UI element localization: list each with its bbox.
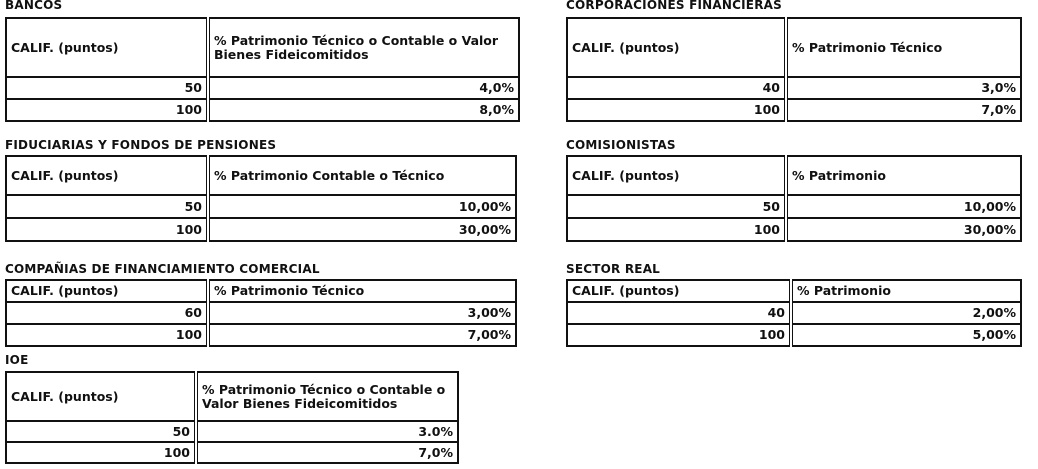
calif-cell: 40 xyxy=(566,301,793,325)
calif-cell: 100 xyxy=(566,217,788,242)
percentage-cell: 8,0% xyxy=(207,98,520,122)
table-row: 100 30,00% xyxy=(566,217,1022,242)
calif-cell: 50 xyxy=(566,194,788,219)
header-percentage: % Patrimonio Técnico o Contable o Valor … xyxy=(195,371,459,422)
rating-table: CALIF. (puntos)% Patrimonio Contable o T… xyxy=(5,155,517,242)
header-row: CALIF. (puntos)% Patrimonio xyxy=(566,279,1022,303)
header-calif: CALIF. (puntos) xyxy=(566,155,788,196)
table-title: FIDUCIARIAS Y FONDOS DE PENSIONES xyxy=(5,138,277,152)
header-row: CALIF. (puntos)% Patrimonio Técnico o Co… xyxy=(5,371,459,422)
rating-table: CALIF. (puntos)% Patrimonio Técnico o Co… xyxy=(5,371,459,464)
calif-cell: 100 xyxy=(5,98,210,122)
table-row: 50 10,00% xyxy=(566,194,1022,219)
percentage-cell: 30,00% xyxy=(207,217,517,242)
header-percentage: % Patrimonio Técnico o Contable o Valor … xyxy=(207,17,520,78)
percentage-cell: 7,0% xyxy=(785,98,1022,122)
table-title: IOE xyxy=(5,353,29,367)
percentage-cell: 5,00% xyxy=(790,323,1022,347)
percentage-cell: 7,00% xyxy=(207,323,517,347)
table-row: 100 7,0% xyxy=(566,98,1022,122)
calif-cell: 50 xyxy=(5,194,210,219)
header-calif: CALIF. (puntos) xyxy=(5,17,210,78)
percentage-cell: 30,00% xyxy=(785,217,1022,242)
table-title: CORPORACIONES FINANCIERAS xyxy=(566,0,782,12)
calif-cell: 100 xyxy=(566,323,793,347)
percentage-cell: 10,00% xyxy=(785,194,1022,219)
rating-table: CALIF. (puntos)% Patrimonio 50 10,00% 100 30… xyxy=(566,155,1022,242)
table-row: 50 4,0% xyxy=(5,76,520,100)
percentage-cell: 3.0% xyxy=(195,420,459,443)
header-calif: CALIF. (puntos) xyxy=(566,17,788,78)
table-row: 60 3,00% xyxy=(5,301,517,325)
percentage-cell: 3,00% xyxy=(207,301,517,325)
header-percentage: % Patrimonio xyxy=(790,279,1022,303)
table-row: 50 10,00% xyxy=(5,194,517,219)
percentage-cell: 4,0% xyxy=(207,76,520,100)
rating-table: CALIF. (puntos)% Patrimonio Técnico 40 3,0… xyxy=(566,17,1022,122)
table-row: 40 2,00% xyxy=(566,301,1022,325)
header-percentage: % Patrimonio xyxy=(785,155,1022,196)
calif-cell: 40 xyxy=(566,76,788,100)
percentage-cell: 7,0% xyxy=(195,441,459,464)
table-title: SECTOR REAL xyxy=(566,262,661,276)
table-title: COMISIONISTAS xyxy=(566,138,676,152)
rating-table: CALIF. (puntos)% Patrimonio Técnico o Co… xyxy=(5,17,520,122)
header-row: CALIF. (puntos)% Patrimonio Técnico xyxy=(5,279,517,303)
header-percentage: % Patrimonio Contable o Técnico xyxy=(207,155,517,196)
header-calif: CALIF. (puntos) xyxy=(5,279,210,303)
calif-cell: 50 xyxy=(5,76,210,100)
percentage-cell: 10,00% xyxy=(207,194,517,219)
header-percentage: % Patrimonio Técnico xyxy=(785,17,1022,78)
calif-cell: 100 xyxy=(5,323,210,347)
table-row: 100 7,0% xyxy=(5,441,459,464)
header-row: CALIF. (puntos)% Patrimonio xyxy=(566,155,1022,196)
table-row: 100 7,00% xyxy=(5,323,517,347)
calif-cell: 60 xyxy=(5,301,210,325)
percentage-cell: 3,0% xyxy=(785,76,1022,100)
calif-cell: 100 xyxy=(5,441,198,464)
calif-cell: 100 xyxy=(5,217,210,242)
header-calif: CALIF. (puntos) xyxy=(566,279,793,303)
table-title: COMPAÑIAS DE FINANCIAMIENTO COMERCIAL xyxy=(5,262,320,276)
table-row: 100 30,00% xyxy=(5,217,517,242)
header-calif: CALIF. (puntos) xyxy=(5,155,210,196)
table-title: BANCOS xyxy=(5,0,63,12)
header-row: CALIF. (puntos)% Patrimonio Técnico xyxy=(566,17,1022,78)
table-row: 50 3.0% xyxy=(5,420,459,443)
rating-table: CALIF. (puntos)% Patrimonio Técnico 60 3,0… xyxy=(5,279,517,347)
table-row: 40 3,0% xyxy=(566,76,1022,100)
header-row: CALIF. (puntos)% Patrimonio Contable o T… xyxy=(5,155,517,196)
header-calif: CALIF. (puntos) xyxy=(5,371,198,422)
table-row: 100 5,00% xyxy=(566,323,1022,347)
percentage-cell: 2,00% xyxy=(790,301,1022,325)
table-row: 100 8,0% xyxy=(5,98,520,122)
rating-table: CALIF. (puntos)% Patrimonio 40 2,00% 100 5,0… xyxy=(566,279,1022,347)
calif-cell: 100 xyxy=(566,98,788,122)
header-row: CALIF. (puntos)% Patrimonio Técnico o Co… xyxy=(5,17,520,78)
calif-cell: 50 xyxy=(5,420,198,443)
header-percentage: % Patrimonio Técnico xyxy=(207,279,517,303)
